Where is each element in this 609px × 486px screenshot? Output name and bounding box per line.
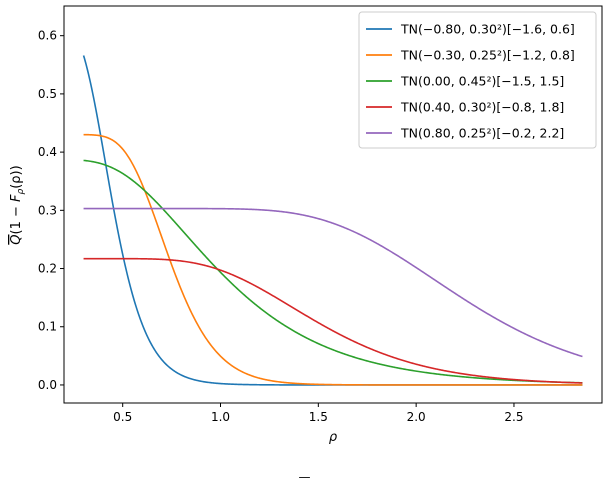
legend-label: TN(0.80, 0.25²)[−0.2, 2.2] bbox=[400, 126, 564, 141]
x-tick-label: 1.5 bbox=[309, 410, 328, 424]
legend-label: TN(−0.80, 0.30²)[−1.6, 0.6] bbox=[400, 22, 575, 37]
x-tick-label: 2.0 bbox=[407, 410, 426, 424]
legend: TN(−0.80, 0.30²)[−1.6, 0.6] TN(−0.30, 0.2… bbox=[358, 11, 597, 149]
series-line-5 bbox=[83, 207, 583, 358]
y-tick-label: 0.2 bbox=[38, 262, 57, 276]
x-axis-label: ρ bbox=[329, 430, 338, 445]
legend-label: TN(0.40, 0.30²)[−0.8, 1.8] bbox=[400, 100, 564, 115]
series-line-3 bbox=[83, 159, 583, 384]
legend-label: TN(0.00, 0.45²)[−1.5, 1.5] bbox=[400, 74, 564, 89]
y-tick-label: 0.4 bbox=[38, 145, 57, 159]
y-axis: 0.0 0.1 0.2 0.3 0.4 0.5 0.6 bbox=[38, 29, 64, 392]
y-tick-label: 0.5 bbox=[38, 87, 57, 101]
plot-lines bbox=[82, 55, 583, 386]
x-axis: 0.5 1.0 1.5 2.0 2.5 bbox=[113, 403, 524, 424]
series-line-2 bbox=[83, 133, 583, 386]
figure-caption: — bbox=[298, 470, 311, 484]
x-tick-label: 1.0 bbox=[211, 410, 230, 424]
y-tick-label: 0.0 bbox=[38, 378, 57, 392]
legend-box bbox=[358, 11, 597, 149]
x-tick-label: 2.5 bbox=[504, 410, 523, 424]
legend-label: TN(−0.30, 0.25²)[−1.2, 0.8] bbox=[400, 48, 575, 63]
series-line-4 bbox=[83, 257, 583, 384]
y-tick-label: 0.6 bbox=[38, 29, 57, 43]
y-tick-label: 0.1 bbox=[38, 320, 57, 334]
x-tick-label: 0.5 bbox=[113, 410, 132, 424]
y-axis-label: Q(1 − Fρ(ρ)) bbox=[9, 165, 26, 244]
y-tick-label: 0.3 bbox=[38, 203, 57, 217]
axes-frame bbox=[63, 5, 603, 404]
